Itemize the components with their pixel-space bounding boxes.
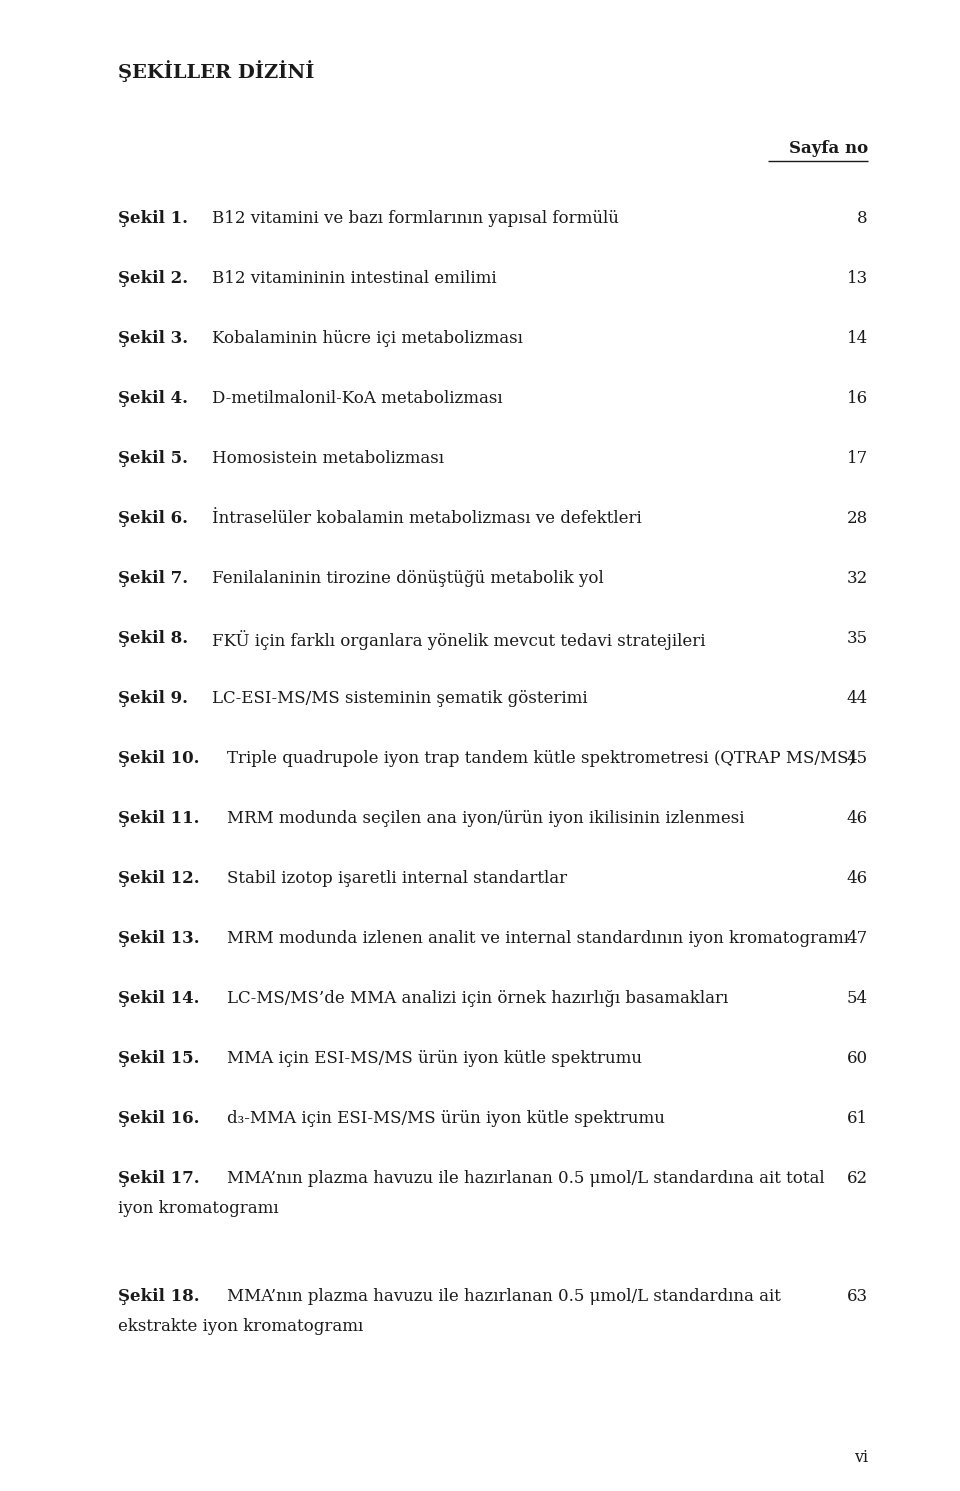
Text: 28: 28 <box>847 510 868 526</box>
Text: iyon kromatogramı: iyon kromatogramı <box>118 1200 278 1217</box>
Text: Şekil 6.: Şekil 6. <box>118 510 188 526</box>
Text: Şekil 18.: Şekil 18. <box>118 1288 200 1305</box>
Text: Şekil 16.: Şekil 16. <box>118 1109 200 1127</box>
Text: B12 vitamini ve bazı formlarının yapısal formülü: B12 vitamini ve bazı formlarının yapısal… <box>212 210 619 227</box>
Text: Şekil 7.: Şekil 7. <box>118 570 188 587</box>
Text: B12 vitamininin intestinal emilimi: B12 vitamininin intestinal emilimi <box>212 270 497 286</box>
Text: 35: 35 <box>847 631 868 647</box>
Text: MMA’nın plazma havuzu ile hazırlanan 0.5 μmol/L standardına ait total: MMA’nın plazma havuzu ile hazırlanan 0.5… <box>228 1170 825 1187</box>
Text: Şekil 2.: Şekil 2. <box>118 270 188 286</box>
Text: Şekil 3.: Şekil 3. <box>118 330 188 347</box>
Text: Sayfa no: Sayfa no <box>789 140 868 157</box>
Text: ekstrakte iyon kromatogramı: ekstrakte iyon kromatogramı <box>118 1318 363 1334</box>
Text: Şekil 8.: Şekil 8. <box>118 631 188 647</box>
Text: 63: 63 <box>847 1288 868 1305</box>
Text: vi: vi <box>853 1449 868 1466</box>
Text: 54: 54 <box>847 990 868 1006</box>
Text: FKÜ için farklı organlara yönelik mevcut tedavi stratejileri: FKÜ için farklı organlara yönelik mevcut… <box>212 631 706 650</box>
Text: MMA’nın plazma havuzu ile hazırlanan 0.5 μmol/L standardına ait: MMA’nın plazma havuzu ile hazırlanan 0.5… <box>228 1288 781 1305</box>
Text: 46: 46 <box>847 810 868 828</box>
Text: Şekil 15.: Şekil 15. <box>118 1050 200 1068</box>
Text: Fenilalaninin tirozine dönüştüğü metabolik yol: Fenilalaninin tirozine dönüştüğü metabol… <box>212 570 604 587</box>
Text: Şekil 5.: Şekil 5. <box>118 450 188 467</box>
Text: 44: 44 <box>847 690 868 707</box>
Text: Şekil 1.: Şekil 1. <box>118 210 188 227</box>
Text: 32: 32 <box>847 570 868 587</box>
Text: 45: 45 <box>847 750 868 766</box>
Text: Şekil 13.: Şekil 13. <box>118 930 200 947</box>
Text: Şekil 12.: Şekil 12. <box>118 871 200 887</box>
Text: LC-MS/MS’de MMA analizi için örnek hazırlığı basamakları: LC-MS/MS’de MMA analizi için örnek hazır… <box>228 990 729 1006</box>
Text: 60: 60 <box>847 1050 868 1068</box>
Text: Homosistein metabolizması: Homosistein metabolizması <box>212 450 444 467</box>
Text: ŞEKİLLER DİZİNİ: ŞEKİLLER DİZİNİ <box>118 60 314 82</box>
Text: 16: 16 <box>847 391 868 407</box>
Text: Stabil izotop işaretli internal standartlar: Stabil izotop işaretli internal standart… <box>228 871 567 887</box>
Text: D-metilmalonil-KoA metabolizması: D-metilmalonil-KoA metabolizması <box>212 391 503 407</box>
Text: 14: 14 <box>847 330 868 347</box>
Text: Kobalaminin hücre içi metabolizması: Kobalaminin hücre içi metabolizması <box>212 330 523 347</box>
Text: 17: 17 <box>847 450 868 467</box>
Text: LC-ESI-MS/MS sisteminin şematik gösterimi: LC-ESI-MS/MS sisteminin şematik gösterim… <box>212 690 588 707</box>
Text: 13: 13 <box>847 270 868 286</box>
Text: Şekil 17.: Şekil 17. <box>118 1170 200 1187</box>
Text: İntraselüler kobalamin metabolizması ve defektleri: İntraselüler kobalamin metabolizması ve … <box>212 510 642 526</box>
Text: MRM modunda izlenen analit ve internal standardının iyon kromatogramı: MRM modunda izlenen analit ve internal s… <box>228 930 850 947</box>
Text: Şekil 4.: Şekil 4. <box>118 391 188 407</box>
Text: 8: 8 <box>857 210 868 227</box>
Text: Triple quadrupole iyon trap tandem kütle spektrometresi (QTRAP MS/MS): Triple quadrupole iyon trap tandem kütle… <box>228 750 855 766</box>
Text: 46: 46 <box>847 871 868 887</box>
Text: Şekil 10.: Şekil 10. <box>118 750 200 766</box>
Text: 62: 62 <box>847 1170 868 1187</box>
Text: Şekil 11.: Şekil 11. <box>118 810 200 828</box>
Text: Şekil 14.: Şekil 14. <box>118 990 200 1006</box>
Text: 61: 61 <box>847 1109 868 1127</box>
Text: MMA için ESI-MS/MS ürün iyon kütle spektrumu: MMA için ESI-MS/MS ürün iyon kütle spekt… <box>228 1050 642 1068</box>
Text: Şekil 9.: Şekil 9. <box>118 690 188 707</box>
Text: 47: 47 <box>847 930 868 947</box>
Text: MRM modunda seçilen ana iyon/ürün iyon ikilisinin izlenmesi: MRM modunda seçilen ana iyon/ürün iyon i… <box>228 810 745 828</box>
Text: d₃-MMA için ESI-MS/MS ürün iyon kütle spektrumu: d₃-MMA için ESI-MS/MS ürün iyon kütle sp… <box>228 1109 665 1127</box>
